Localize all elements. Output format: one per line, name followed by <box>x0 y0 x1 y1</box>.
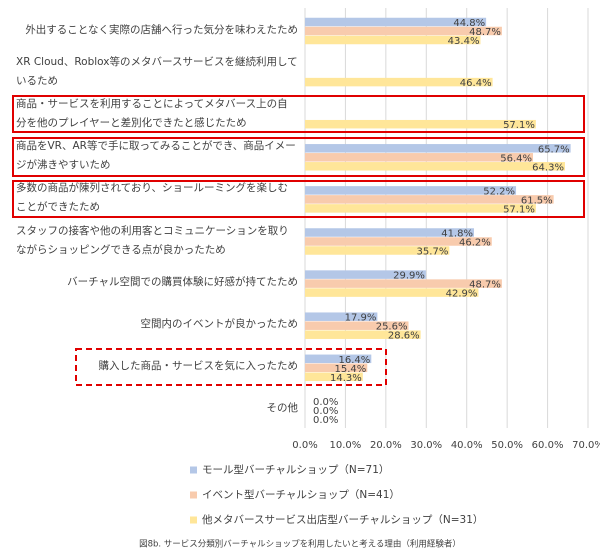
legend-label: モール型バーチャルショップ（N=71） <box>202 463 389 476</box>
category-text: 購入した商品・サービスを気に入ったため <box>98 360 299 373</box>
value-label: 61.5% <box>521 195 553 206</box>
value-label: 28.6% <box>388 331 420 342</box>
value-label: 56.4% <box>500 153 532 164</box>
category-text: 多数の商品が陳列されており、ショールーミングを楽しむことができたため <box>16 182 288 214</box>
bar <box>305 119 536 129</box>
value-label: 14.3% <box>330 373 362 384</box>
category-text: 空間内のイベントが良かったため <box>140 318 299 331</box>
x-tick-label: 70.0% <box>572 440 600 451</box>
category-text: 商品・サービスを利用することによってメタバース上の自分を他のプレイヤーと差別化で… <box>16 98 288 130</box>
legend-swatch <box>190 466 197 474</box>
bar <box>305 204 536 213</box>
category-text: スタッフの接客や他の利用客とコミュニケーションを取りながらショッピングできる点が… <box>16 224 289 256</box>
category-text: XR Cloud、Roblox等のメタバースサービスを継続利用しているため <box>16 56 298 88</box>
bar <box>305 228 474 237</box>
category-text: 商品をVR、AR等で手に取ってみることができ、商品イメージが沸きやすいため <box>16 140 296 172</box>
category-label: 外出することなく実際の店舗へ行った気分を味わえたため <box>16 9 298 51</box>
bar <box>305 372 363 382</box>
category-label: XR Cloud、Roblox等のメタバースサービスを継続利用しているため <box>16 51 298 93</box>
bar <box>305 186 517 195</box>
bar <box>305 77 493 87</box>
value-label: 43.4% <box>448 36 480 47</box>
x-tick-label: 60.0% <box>532 440 564 451</box>
x-tick-label: 10.0% <box>330 440 362 451</box>
bar <box>305 354 372 364</box>
bar <box>305 288 479 297</box>
category-text: 外出することなく実際の店舗へ行った気分を味わえたため <box>25 23 298 36</box>
value-label: 0.0% <box>313 397 338 408</box>
bar <box>305 246 450 255</box>
legend-swatch <box>190 491 197 499</box>
value-label: 15.4% <box>334 364 366 375</box>
category-label: その他 <box>16 388 299 430</box>
highlight-box <box>12 180 585 218</box>
value-label: 35.7% <box>417 247 449 258</box>
bar <box>305 153 534 162</box>
value-label: 0.0% <box>313 406 338 417</box>
bar <box>305 162 565 171</box>
value-label: 44.8% <box>453 18 485 29</box>
x-tick-label: 30.0% <box>410 440 442 451</box>
value-label: 41.8% <box>441 229 473 240</box>
legend-label: 他メタバースサービス出店型バーチャルショップ（N=31） <box>202 513 483 526</box>
highlight-box <box>12 95 585 133</box>
value-label: 57.1% <box>503 120 535 131</box>
x-tick-label: 20.0% <box>370 440 402 451</box>
bar <box>305 321 409 330</box>
x-tick-label: 40.0% <box>451 440 483 451</box>
caption: 図8b. サービス分類別バーチャルショップを利用したいと考える理由（利用経験者） <box>139 539 461 550</box>
highlight-box <box>12 137 585 177</box>
highlight-box <box>75 348 387 386</box>
legend-label: イベント型バーチャルショップ（N=41） <box>202 488 400 501</box>
value-label: 29.9% <box>393 271 425 282</box>
bar <box>305 17 487 27</box>
category-text: バーチャル空間での購買体験に好感が持てたため <box>67 276 298 289</box>
value-label: 57.1% <box>503 204 535 215</box>
category-label: スタッフの接客や他の利用客とコミュニケーションを取りながらショッピングできる点が… <box>16 220 298 262</box>
category-label: 空間内のイベントが良かったため <box>16 304 299 346</box>
category-label: 購入した商品・サービスを気に入ったため <box>16 346 299 388</box>
bar <box>305 279 502 288</box>
x-tick-label: 50.0% <box>491 440 523 451</box>
legend-swatch <box>190 516 197 524</box>
value-label: 46.4% <box>460 78 492 89</box>
value-label: 48.7% <box>469 27 501 38</box>
value-label: 0.0% <box>313 415 338 426</box>
bar <box>305 195 554 204</box>
category-label: バーチャル空間での購買体験に好感が持てたため <box>16 262 298 304</box>
bar <box>305 26 502 36</box>
value-label: 16.4% <box>339 355 371 366</box>
x-tick-label: 0.0% <box>292 440 317 451</box>
value-label: 65.7% <box>538 144 570 155</box>
bar <box>305 312 378 321</box>
value-label: 42.9% <box>446 289 478 300</box>
bar <box>305 35 481 45</box>
bar <box>305 363 368 373</box>
value-label: 46.2% <box>459 238 491 249</box>
value-label: 64.3% <box>532 162 564 173</box>
bar <box>305 270 426 279</box>
value-label: 17.9% <box>345 313 377 324</box>
bar <box>305 144 571 153</box>
category-label: 多数の商品が陳列されており、ショールーミングを楽しむことができたため <box>16 177 298 219</box>
value-label: 25.6% <box>376 322 408 333</box>
category-label: 商品・サービスを利用することによってメタバース上の自分を他のプレイヤーと差別化で… <box>16 93 298 135</box>
value-label: 48.7% <box>469 280 501 291</box>
bar <box>305 237 492 246</box>
bar <box>305 330 421 339</box>
value-label: 52.2% <box>483 186 515 197</box>
category-text: その他 <box>266 402 299 415</box>
category-label: 商品をVR、AR等で手に取ってみることができ、商品イメージが沸きやすいため <box>16 135 298 177</box>
